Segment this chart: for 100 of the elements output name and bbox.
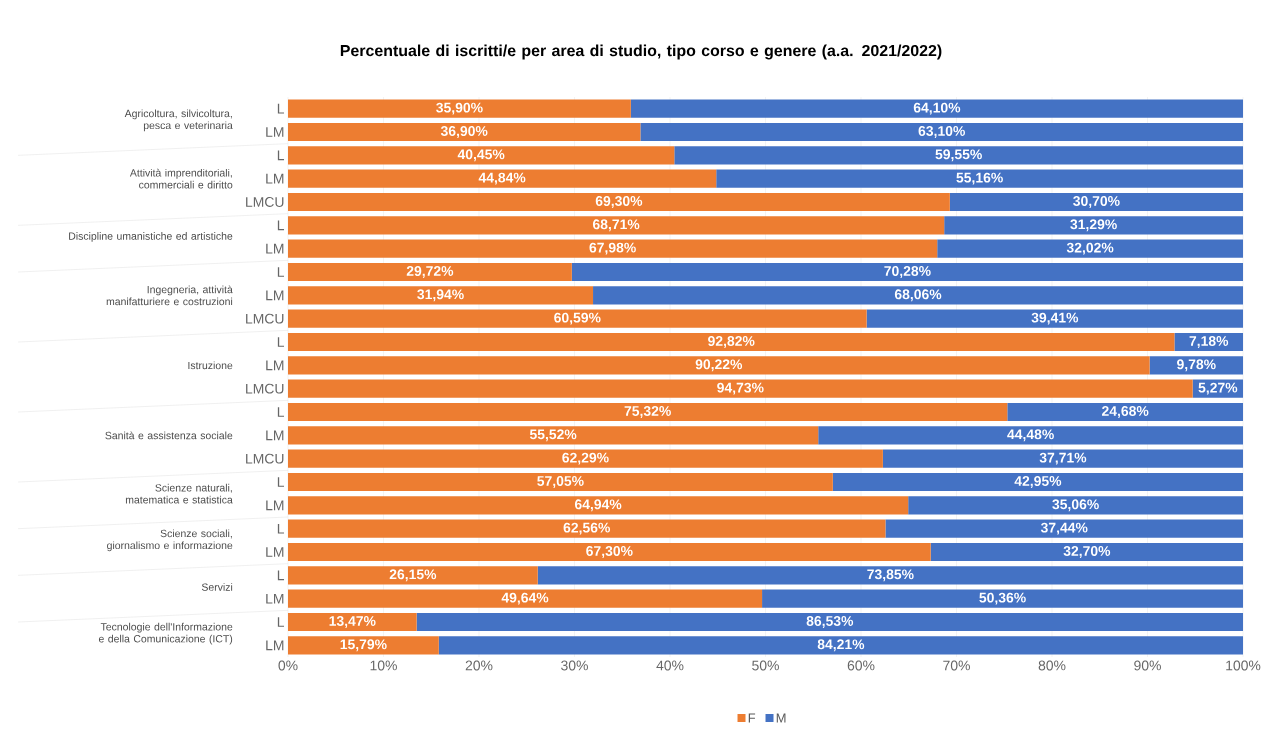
bar xyxy=(288,449,883,468)
y-tick-label: LM xyxy=(266,593,284,604)
data-label: 24,68% xyxy=(1102,406,1149,418)
data-label: 55,16% xyxy=(956,172,1003,185)
y-tick-label: L xyxy=(277,570,285,581)
y-tick-label: LM xyxy=(266,173,284,184)
bar xyxy=(288,286,594,305)
data-label: 32,02% xyxy=(1066,242,1114,255)
y-tick-label: LMCU xyxy=(246,383,284,394)
data-label: 75,32% xyxy=(624,406,671,418)
y-tick-label: L xyxy=(277,617,285,627)
data-label: 39,41% xyxy=(1031,312,1079,325)
bar xyxy=(288,379,1193,398)
x-tick-label: 60% xyxy=(847,660,875,671)
bar xyxy=(288,309,867,328)
data-label: 13,47% xyxy=(329,616,376,628)
data-label: 57,05% xyxy=(537,476,584,488)
data-label: 64,94% xyxy=(574,499,622,512)
data-label: 67,98% xyxy=(589,242,636,255)
bar xyxy=(288,192,950,212)
x-tick-label: 0% xyxy=(278,660,298,671)
x-tick-label: 90% xyxy=(1134,660,1161,671)
y-tick-label: LM xyxy=(266,500,284,511)
bar xyxy=(288,356,1150,375)
bar xyxy=(288,496,909,515)
bar xyxy=(288,122,641,142)
bar xyxy=(630,99,1244,118)
data-label: 50,36% xyxy=(979,592,1026,605)
data-label: 69,30% xyxy=(595,196,643,208)
bar xyxy=(438,636,1244,655)
bar xyxy=(762,589,1244,608)
data-label: 86,53% xyxy=(806,616,854,628)
data-label: 60,59% xyxy=(554,312,601,325)
bar xyxy=(944,216,1244,235)
data-label: 68,71% xyxy=(592,219,640,232)
data-label: 84,21% xyxy=(817,639,865,652)
data-label: 40,45% xyxy=(457,149,505,162)
y-tick-label: LM xyxy=(266,290,284,301)
text: Discipline umanistiche ed artistiche xyxy=(69,232,233,242)
data-label: 70,28% xyxy=(884,266,931,278)
data-label: 62,29% xyxy=(562,452,609,465)
data-label: 90,22% xyxy=(695,359,743,372)
data-label: 64,10% xyxy=(913,102,961,115)
x-tick-label: 30% xyxy=(561,660,588,671)
bar xyxy=(593,286,1244,305)
bar xyxy=(818,426,1244,445)
bar xyxy=(571,262,1244,282)
bar xyxy=(288,589,763,608)
legend-label: F xyxy=(748,713,756,723)
data-label: 55,52% xyxy=(529,429,577,442)
bar xyxy=(937,239,1244,258)
x-tick-label: 20% xyxy=(465,660,493,671)
text: Scienze sociali, giornalismo e informazione xyxy=(107,529,233,552)
bar xyxy=(908,496,1244,515)
y-tick-label: LM xyxy=(266,430,284,441)
bar xyxy=(288,402,1008,422)
data-label: 44,48% xyxy=(1007,429,1054,442)
bar xyxy=(288,146,675,165)
bar xyxy=(288,636,439,655)
bar xyxy=(640,122,1244,142)
bar xyxy=(288,332,1175,352)
data-label: 30,70% xyxy=(1073,196,1120,208)
y-tick-label: LM xyxy=(266,360,284,371)
bar xyxy=(716,169,1244,188)
bar xyxy=(288,542,931,562)
text: Agricoltura, silvicoltura, pesca e veterinaria xyxy=(124,109,233,132)
y-tick-label: L xyxy=(277,477,285,487)
x-tick-label: 100% xyxy=(1226,660,1261,671)
y-tick-label: LM xyxy=(266,640,284,651)
bar xyxy=(288,612,417,632)
y-tick-label: L xyxy=(277,337,285,347)
data-label: 29,72% xyxy=(406,266,454,278)
data-label: 67,30% xyxy=(586,546,633,558)
bar xyxy=(882,449,1244,468)
data-label: 42,95% xyxy=(1014,476,1062,488)
bar xyxy=(537,566,1244,585)
bar xyxy=(885,519,1244,538)
data-label: 73,85% xyxy=(867,569,914,582)
x-tick-label: 80% xyxy=(1038,660,1066,671)
y-tick-label: LM xyxy=(266,243,284,254)
data-label: 5,27% xyxy=(1198,382,1238,395)
text: Sanità e assistenza sociale xyxy=(105,431,233,440)
bar xyxy=(288,566,538,585)
text: Scienze naturali, matematica e statistica xyxy=(125,483,233,504)
text: Ingegneria, attività manifatturiere e costruzioni xyxy=(106,285,233,306)
bar xyxy=(832,472,1244,492)
bar xyxy=(1007,402,1244,422)
data-label: 94,73% xyxy=(717,382,764,395)
y-tick-label: LMCU xyxy=(246,453,284,464)
data-label: 35,90% xyxy=(436,102,483,115)
y-tick-label: L xyxy=(277,103,285,114)
y-tick-label: LMCU xyxy=(246,197,284,207)
data-label: 59,55% xyxy=(935,149,982,162)
chart-title: Percentuale di iscritti/e per area di studio, tipo corso e genere (a.a. 2021/2022) xyxy=(340,44,942,60)
data-label: 37,44% xyxy=(1040,522,1088,535)
bar xyxy=(288,239,938,258)
bar xyxy=(674,146,1244,165)
data-label: 26,15% xyxy=(389,569,437,582)
y-tick-label: LM xyxy=(266,127,284,137)
bar xyxy=(288,99,631,118)
